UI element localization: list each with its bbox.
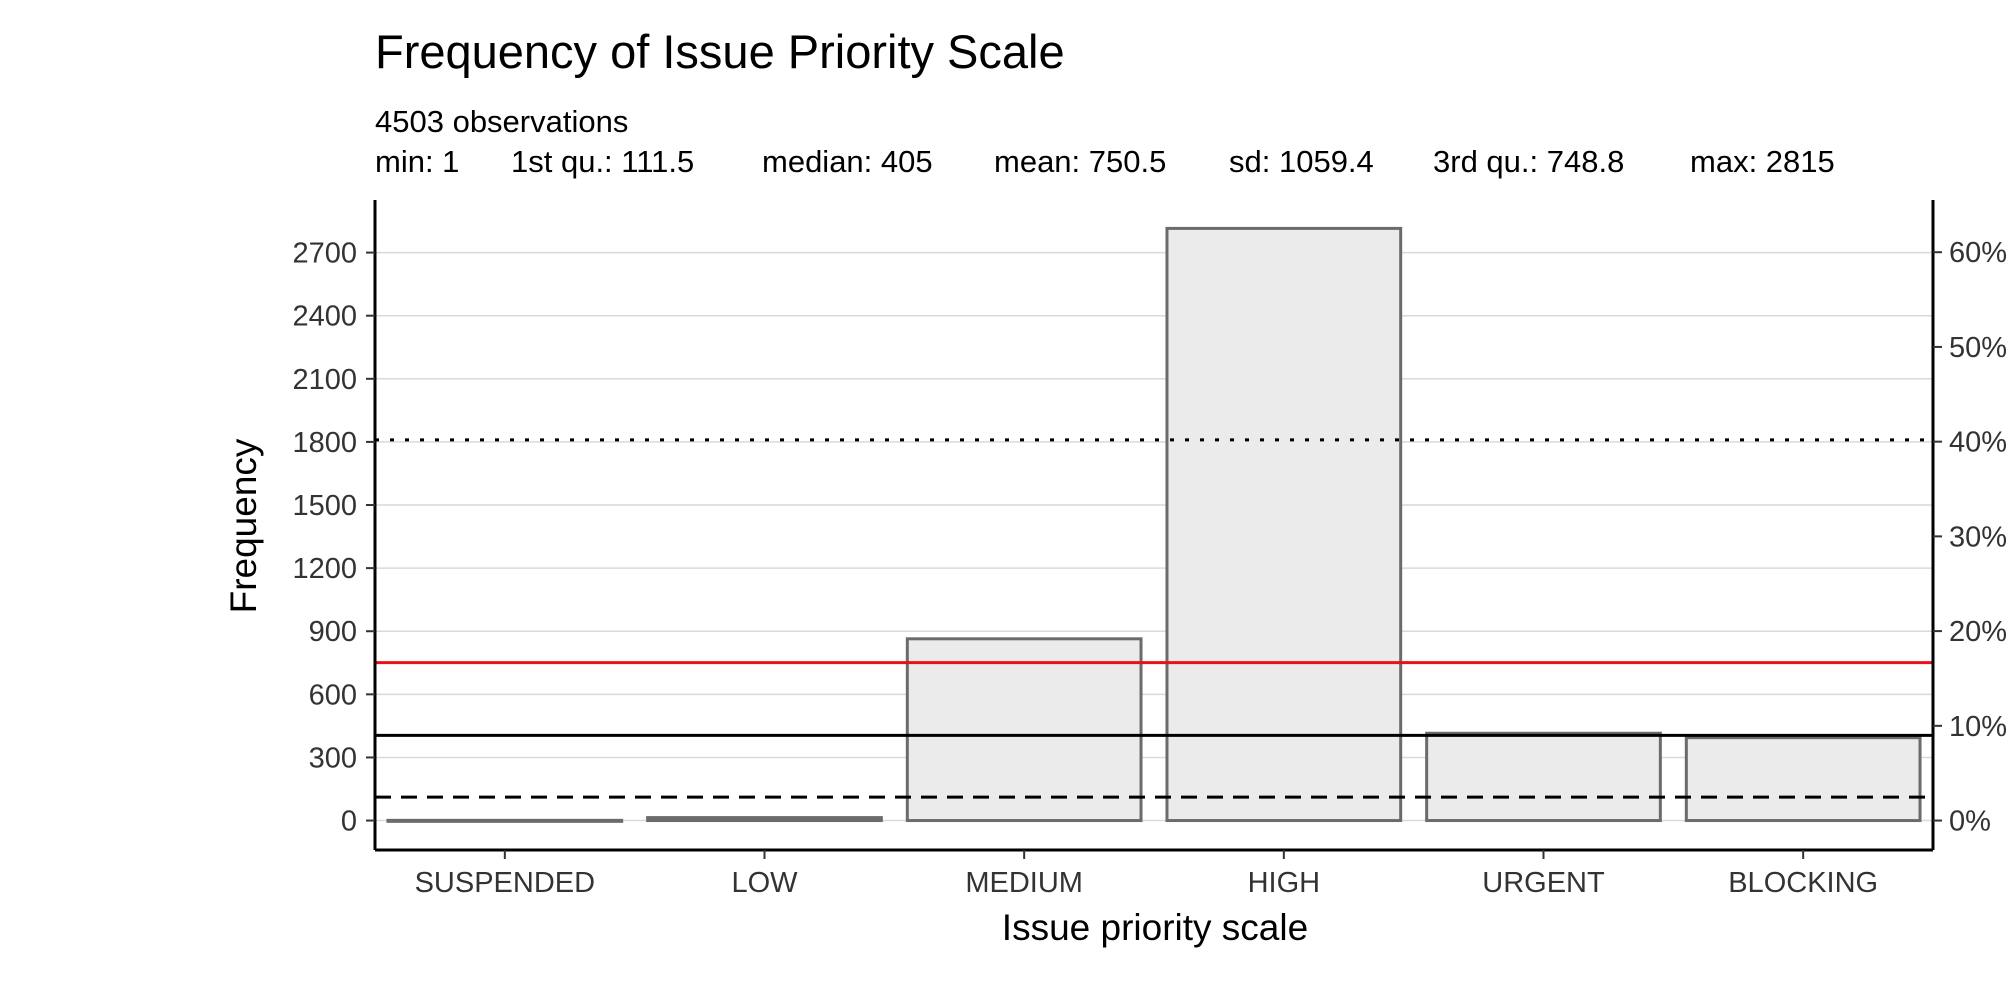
summary-stat: 3rd qu.: 748.8 <box>1433 144 1624 179</box>
y2-tick-label: 60% <box>1949 237 2007 269</box>
y-tick-label: 1500 <box>292 490 357 522</box>
y2-tick-label: 10% <box>1949 711 2007 743</box>
y-tick-label: 1200 <box>292 553 357 585</box>
bar <box>1684 736 1922 823</box>
y-tick-label: 2400 <box>292 301 357 333</box>
summary-stat: median: 405 <box>762 144 933 179</box>
x-tick-label: URGENT <box>1482 867 1605 899</box>
y-tick-label: 600 <box>309 679 357 711</box>
summary-stat: min: 1 <box>375 144 459 179</box>
bars <box>386 226 1922 823</box>
axes <box>373 200 1935 852</box>
y2-tick-label: 50% <box>1949 332 2007 364</box>
y-tick-label: 2700 <box>292 238 357 270</box>
y-tick-label: 300 <box>309 742 357 774</box>
y2-tick-label: 0% <box>1949 806 1991 838</box>
bar <box>1165 226 1403 823</box>
grid-lines <box>375 251 1933 822</box>
summary-stats: min: 1 1st qu.: 111.5 median: 405 mean: 750… <box>375 144 1835 179</box>
y-tick-label: 2100 <box>292 364 357 396</box>
summary-stat: sd: 1059.4 <box>1229 144 1374 179</box>
y-tick-label: 0 <box>341 806 357 838</box>
y-tick-label: 900 <box>309 616 357 648</box>
bar <box>905 637 1143 823</box>
x-tick-label: MEDIUM <box>965 867 1083 899</box>
y-tick-label: 1800 <box>292 427 357 459</box>
bar <box>646 816 883 823</box>
y-axis-ticks: 0 300 600 900 1200 1500 1800 2100 2400 2700 <box>292 238 375 838</box>
y-axis-label: Frequency <box>223 438 264 613</box>
y2-tick-label: 40% <box>1949 427 2007 459</box>
summary-stat: 1st qu.: 111.5 <box>511 144 694 179</box>
bar <box>386 818 624 823</box>
y2-tick-label: 20% <box>1949 616 2007 648</box>
x-tick-label: SUSPENDED <box>415 867 596 899</box>
x-axis-ticks: SUSPENDED LOW MEDIUM HIGH URGENT BLOCKING <box>415 850 1878 899</box>
chart-title: Frequency of Issue Priority Scale <box>375 25 1065 78</box>
summary-stat: max: 2815 <box>1690 144 1835 179</box>
y2-tick-label: 30% <box>1949 521 2007 553</box>
x-tick-label: LOW <box>731 867 798 899</box>
bar <box>1425 731 1662 823</box>
x-tick-label: HIGH <box>1248 867 1321 899</box>
x-tick-label: BLOCKING <box>1728 867 1878 899</box>
secondary-y-axis-ticks: 0% 10% 20% 30% 40% 50% 60% <box>1933 237 2007 838</box>
x-axis-label: Issue priority scale <box>1002 907 1308 948</box>
chart-subtitle: 4503 observations <box>375 104 628 139</box>
summary-stat: mean: 750.5 <box>994 144 1166 179</box>
reference-lines <box>375 438 1933 799</box>
